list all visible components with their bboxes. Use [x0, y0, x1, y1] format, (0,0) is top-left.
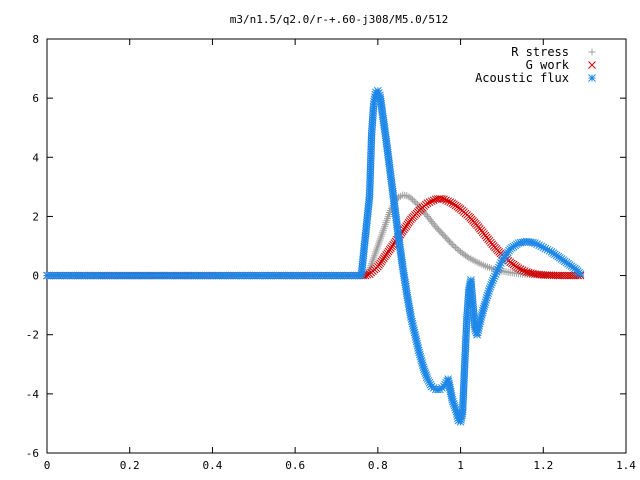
y-tick-label: 8	[32, 33, 39, 46]
x-tick-label: 1.2	[533, 459, 553, 472]
series-r-stress	[43, 191, 585, 280]
x-tick-label: 1.4	[616, 459, 636, 472]
x-tick-label: 0.2	[120, 459, 140, 472]
data-point	[446, 198, 455, 207]
data-point	[518, 266, 527, 274]
y-tick-label: 0	[32, 270, 39, 283]
y-tick-label: -4	[26, 388, 40, 401]
data-point	[520, 267, 529, 275]
data-point	[438, 195, 446, 203]
x-tick-label: 0	[44, 459, 51, 472]
y-tick-label: 6	[32, 92, 39, 105]
legend-marker	[588, 61, 596, 69]
y-tick-label: -2	[26, 329, 39, 342]
series-acoustic-flux	[43, 86, 585, 426]
data-point	[576, 270, 585, 278]
data-point	[453, 245, 461, 253]
y-tick-label: 4	[32, 151, 39, 164]
data-point	[412, 199, 420, 207]
legend-marker	[588, 74, 596, 82]
data-point	[409, 196, 417, 204]
y-tick-label: -6	[26, 447, 39, 460]
data-point	[423, 199, 432, 207]
legend-label: G work	[526, 58, 570, 72]
data-point	[450, 242, 458, 250]
data-point	[444, 197, 453, 206]
data-point	[410, 197, 418, 205]
data-point	[516, 265, 525, 273]
x-tick-label: 0.4	[202, 459, 222, 472]
series-g-work	[43, 194, 585, 280]
data-point	[447, 239, 455, 247]
legend-label: R stress	[511, 45, 569, 59]
data-point	[429, 196, 438, 205]
data-point	[425, 198, 434, 207]
legend-marker	[588, 48, 596, 56]
data-series	[43, 86, 585, 426]
data-point	[514, 264, 523, 273]
axis-ticks: 0 0.2 0.4 0.6 0.8 1 1.2 1.4 -6 -4 -2 0 2 4 6 8	[26, 33, 637, 472]
x-tick-label: 0.8	[368, 459, 388, 472]
data-point	[427, 197, 436, 206]
x-tick-label: 1	[457, 459, 464, 472]
legend-label: Acoustic flux	[475, 71, 569, 85]
chart-title: m3/n1.5/q2.0/r-+.60-j308/M5.0/512	[230, 13, 449, 26]
plot-area-frame	[46, 38, 627, 454]
y-tick-label: 2	[32, 210, 39, 223]
data-point	[452, 243, 460, 251]
data-point	[463, 253, 471, 261]
data-point	[442, 196, 450, 205]
x-tick-label: 0.6	[285, 459, 305, 472]
data-point	[407, 194, 415, 202]
data-point	[440, 195, 448, 204]
data-point	[448, 241, 456, 249]
